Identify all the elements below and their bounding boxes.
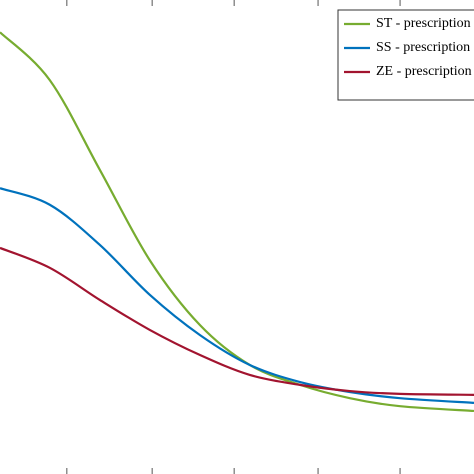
line-series [0, 187, 474, 404]
legend-label: ST - prescription [376, 16, 471, 31]
line-series [0, 31, 474, 413]
line-series [0, 246, 474, 396]
legend-label: SS - prescription [376, 40, 470, 55]
legend-label: ZE - prescription [376, 64, 472, 79]
